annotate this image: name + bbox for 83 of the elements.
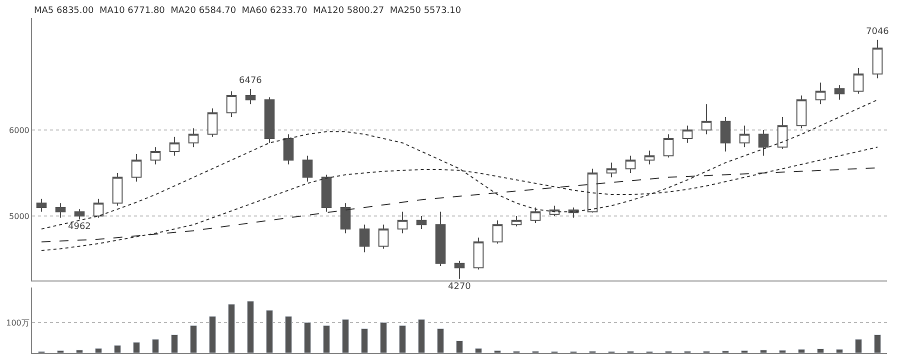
bar — [266, 310, 274, 353]
candlestick — [682, 125, 693, 144]
candlestick — [663, 134, 674, 158]
candlestick — [701, 104, 712, 135]
annotation: 6476 — [239, 76, 262, 86]
bar — [360, 328, 368, 353]
candlestick — [207, 108, 218, 138]
bar — [874, 334, 882, 353]
bar — [740, 350, 748, 353]
bar — [380, 322, 388, 353]
candlestick — [739, 125, 750, 148]
bar — [760, 350, 768, 353]
candlestick — [245, 88, 256, 105]
candlestick — [872, 39, 883, 79]
bar — [798, 349, 806, 353]
candlestick — [815, 82, 826, 105]
candlestick — [416, 216, 427, 230]
bar — [854, 339, 862, 353]
bar — [246, 300, 254, 353]
candlestick — [777, 116, 788, 150]
candlestick — [587, 168, 598, 214]
bar — [322, 325, 330, 353]
candlestick — [112, 172, 123, 206]
bar — [114, 345, 122, 353]
candlestick — [150, 146, 161, 165]
candlestick — [511, 216, 522, 227]
bar — [436, 328, 444, 353]
y-tick-label: 6000 — [9, 126, 30, 135]
candlestick — [283, 134, 294, 165]
bar — [816, 348, 824, 353]
bar — [836, 349, 844, 353]
candlestick — [321, 174, 332, 212]
candlestick — [435, 211, 446, 266]
bar — [418, 319, 426, 353]
candlestick — [644, 150, 655, 165]
annotation: 4270 — [448, 282, 472, 292]
bar — [208, 316, 216, 353]
bar — [170, 334, 178, 353]
candlestick — [378, 224, 389, 250]
candlestick — [188, 128, 199, 148]
annotation: 4962 — [68, 222, 91, 232]
candlestick — [834, 84, 845, 100]
candlestick — [758, 129, 769, 156]
bar — [284, 316, 292, 353]
candlestick — [530, 206, 541, 224]
candlestick — [226, 90, 237, 118]
candlestick — [853, 67, 864, 94]
bar — [228, 304, 236, 353]
candlestick — [625, 155, 636, 174]
bar — [778, 350, 786, 353]
candlestick — [55, 202, 66, 218]
bar — [342, 319, 350, 353]
bar — [474, 348, 482, 353]
candlestick — [169, 136, 180, 156]
candlestick — [359, 224, 370, 253]
bar — [494, 350, 502, 353]
bar — [398, 325, 406, 353]
candlestick — [606, 162, 617, 178]
bar — [152, 339, 160, 353]
y-tick-label: 100万 — [6, 318, 30, 328]
candlestick — [454, 260, 465, 280]
bar — [304, 322, 312, 353]
candlestick — [302, 155, 313, 182]
chart-title: MA5 6835.00 MA10 6771.80 MA20 6584.70 MA60 6233.70 MA120 5800.27 MA250 5573.10 — [34, 6, 462, 16]
candlestick — [492, 220, 503, 244]
candlestick — [36, 198, 47, 212]
candlestick — [720, 116, 731, 152]
candlestick — [264, 96, 275, 144]
y-tick-label: 5000 — [9, 212, 30, 221]
bar — [456, 340, 464, 353]
candlestick — [796, 95, 807, 129]
annotation: 7046 — [866, 27, 890, 37]
bar — [56, 350, 64, 353]
bar — [94, 348, 102, 353]
candlestick — [131, 154, 142, 182]
candlestick — [74, 208, 85, 220]
candlestick — [397, 211, 408, 234]
bar — [76, 350, 84, 353]
candlestick — [93, 198, 104, 218]
candlestick — [473, 237, 484, 270]
bar — [132, 342, 140, 353]
bar — [190, 325, 198, 353]
candlestick — [340, 202, 351, 234]
